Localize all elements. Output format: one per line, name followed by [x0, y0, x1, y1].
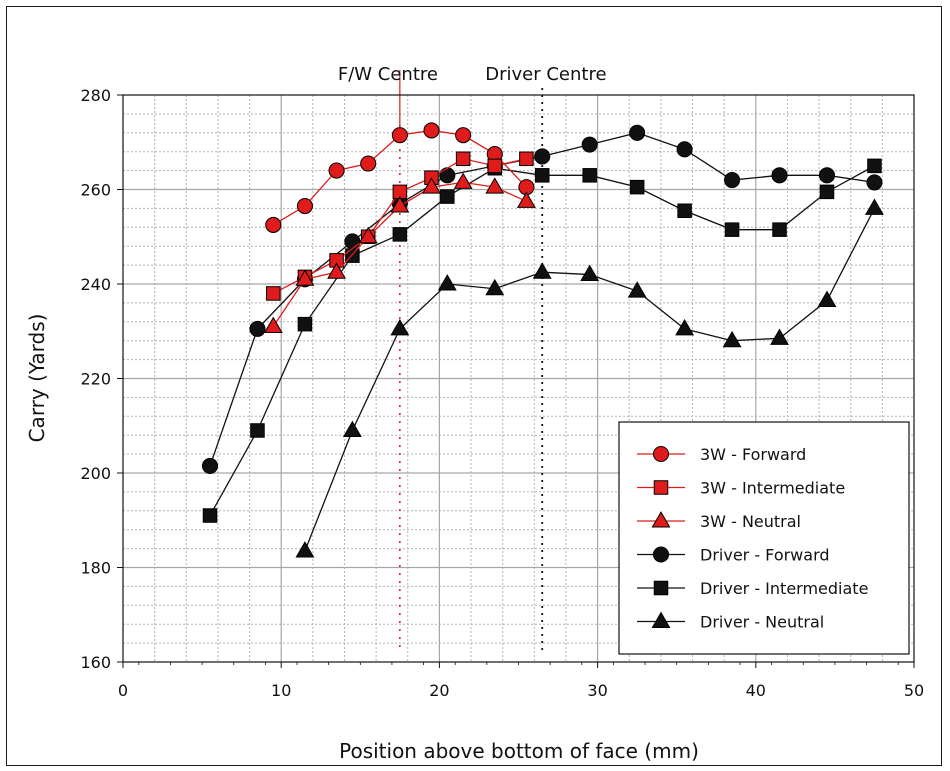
x-axis-label: Position above bottom of face (mm): [339, 739, 699, 763]
data-point: [265, 318, 282, 333]
data-point: [392, 128, 407, 143]
data-point: [439, 275, 456, 290]
legend: 3W - Forward 3W - Intermediate 3W - Neutra…: [619, 422, 909, 654]
data-point: [771, 329, 788, 344]
data-point: [518, 192, 535, 207]
y-tick-label: 200: [80, 464, 111, 483]
data-point: [344, 422, 361, 437]
driver-centre-label: Driver Centre: [485, 64, 606, 85]
y-tick-label: 180: [80, 559, 111, 578]
legend-marker: [653, 547, 668, 562]
data-point: [455, 174, 472, 189]
legend-item: 3W - Intermediate: [637, 479, 845, 498]
data-point: [678, 204, 692, 218]
data-point: [630, 180, 644, 194]
data-point: [266, 217, 281, 232]
series-0: [266, 123, 534, 233]
data-point: [391, 320, 408, 335]
legend-label: Driver - Intermediate: [700, 579, 868, 598]
data-point: [773, 223, 787, 237]
data-point: [440, 168, 455, 183]
data-point: [725, 173, 740, 188]
legend-label: 3W - Forward: [700, 445, 806, 464]
data-point: [251, 424, 265, 438]
data-point: [535, 149, 550, 164]
data-point: [267, 287, 281, 301]
data-point: [329, 163, 344, 178]
data-point: [582, 137, 597, 152]
x-tick-label: 20: [429, 681, 449, 700]
data-point: [676, 320, 693, 335]
data-point: [250, 321, 265, 336]
fw-centre-label: F/W Centre: [338, 64, 438, 85]
data-point: [630, 125, 645, 140]
data-point: [456, 128, 471, 143]
legend-marker: [653, 446, 668, 461]
legend-marker: [654, 581, 668, 595]
data-point: [298, 317, 312, 331]
data-point: [867, 175, 882, 190]
data-point: [725, 223, 739, 237]
data-point: [456, 152, 470, 166]
data-point: [866, 200, 883, 215]
legend-label: Driver - Forward: [700, 546, 830, 565]
x-tick-label: 30: [587, 681, 607, 700]
x-tick-label: 0: [118, 681, 128, 700]
legend-label: 3W - Intermediate: [700, 479, 845, 498]
y-tick-label: 160: [80, 653, 111, 672]
data-point: [203, 509, 217, 523]
data-point: [393, 228, 407, 242]
legend-item: 3W - Forward: [637, 445, 806, 464]
x-tick-label: 50: [904, 681, 924, 700]
data-point: [868, 159, 882, 173]
data-point: [520, 152, 534, 166]
data-point: [818, 292, 835, 307]
data-point: [488, 159, 502, 173]
data-point: [772, 168, 787, 183]
data-point: [297, 198, 312, 213]
data-point: [581, 266, 598, 281]
legend-marker: [654, 481, 668, 495]
legend-label: Driver - Neutral: [700, 613, 824, 632]
y-tick-label: 240: [80, 275, 111, 294]
x-tick-label: 40: [746, 681, 766, 700]
data-point: [535, 169, 549, 183]
y-tick-label: 280: [80, 86, 111, 105]
data-point: [677, 142, 692, 157]
y-tick-label: 260: [80, 181, 111, 200]
x-tick-label: 10: [271, 681, 291, 700]
data-point: [819, 168, 834, 183]
data-point: [345, 234, 360, 249]
data-point: [202, 458, 217, 473]
y-tick-label: 220: [80, 370, 111, 389]
legend-label: 3W - Neutral: [700, 512, 801, 531]
data-point: [583, 169, 597, 183]
data-point: [361, 156, 376, 171]
y-axis-label: Carry (Yards): [25, 314, 49, 443]
data-point: [424, 123, 439, 138]
data-point: [296, 542, 313, 557]
data-point: [820, 185, 834, 199]
data-point: [441, 190, 455, 204]
